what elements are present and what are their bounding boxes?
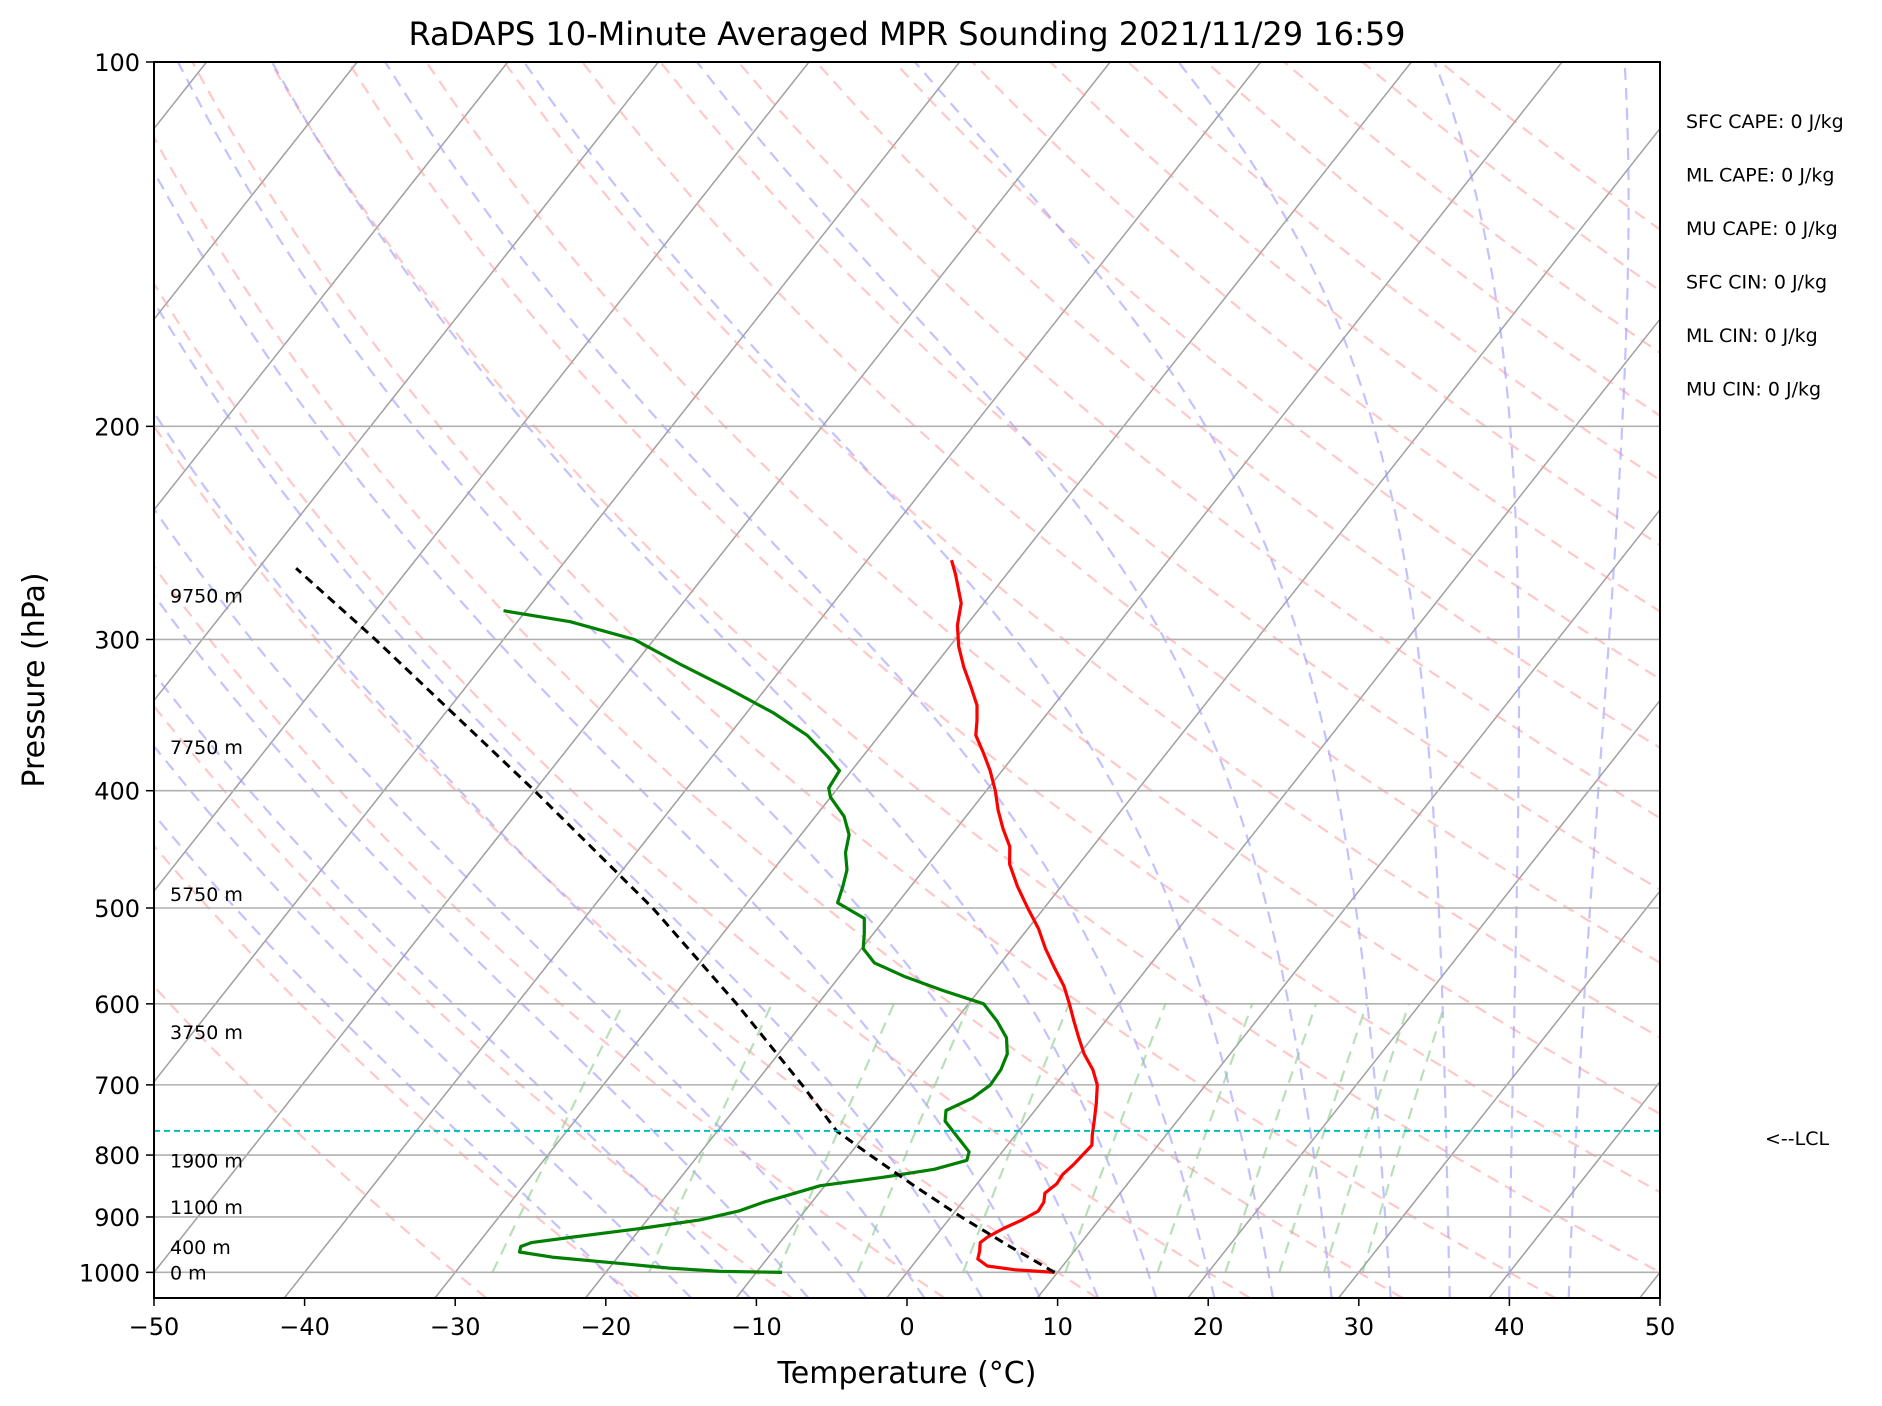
moist-adiabat-line [384, 62, 1216, 1298]
stability-index: MU CAPE: 0 J/kg [1686, 218, 1838, 240]
chart-title: RaDAPS 10-Minute Averaged MPR Sounding 2… [408, 15, 1405, 53]
x-tick-label: 50 [1645, 1313, 1676, 1341]
moist-adiabat-line [154, 169, 1042, 1298]
isotherm-line [1337, 889, 1660, 1298]
stability-index: ML CIN: 0 J/kg [1686, 325, 1818, 347]
x-tick-label: −50 [129, 1313, 180, 1341]
dry-adiabat-line [737, 62, 1660, 820]
x-tick-label: −20 [580, 1313, 631, 1341]
y-axis-title: Pressure (hPa) [17, 572, 52, 787]
y-tick-label: 700 [94, 1072, 140, 1100]
height-label: 1100 m [170, 1197, 243, 1219]
dry-adiabat-line [425, 62, 1660, 1116]
moist-adiabat-line [154, 299, 984, 1298]
isotherm-line [584, 62, 1563, 1298]
x-tick-label: −30 [430, 1313, 481, 1341]
parcel-path [295, 567, 1056, 1274]
x-tick-label: 40 [1494, 1313, 1525, 1341]
moist-adiabat-line [154, 410, 926, 1298]
x-tick-label: 20 [1193, 1313, 1224, 1341]
moist-adiabat-line [914, 62, 1392, 1298]
height-label: 1900 m [170, 1150, 243, 1172]
moist-adiabat-line [154, 744, 693, 1298]
dry-adiabat-line [893, 62, 1660, 681]
x-tick-label: 30 [1344, 1313, 1375, 1341]
stability-index: MU CIN: 0 J/kg [1686, 379, 1821, 401]
y-tick-label: 300 [94, 626, 140, 654]
dry-adiabat-line [154, 281, 1251, 1298]
height-label: 9750 m [170, 586, 243, 608]
isotherm-line [1187, 699, 1660, 1298]
x-tick-label: −10 [731, 1313, 782, 1341]
dry-adiabat-line [154, 564, 946, 1298]
y-tick-label: 200 [94, 413, 140, 441]
dry-adiabat-line [503, 62, 1660, 1039]
moist-adiabat-line [154, 812, 633, 1298]
y-tick-label: 100 [94, 49, 140, 77]
stability-index: SFC CAPE: 0 J/kg [1686, 111, 1844, 133]
isotherm-line [154, 62, 1111, 1274]
x-axis-title: Temperature (°C) [777, 1356, 1037, 1391]
x-tick-label: 10 [1042, 1313, 1073, 1341]
y-tick-label: 500 [94, 895, 140, 923]
x-tick-label: −40 [279, 1313, 330, 1341]
dry-adiabat-line [347, 62, 1660, 1194]
height-label: 5750 m [170, 884, 243, 906]
lcl-label: <--LCL [1765, 1128, 1829, 1150]
moist-adiabat-line [177, 62, 1100, 1298]
isotherm-line [434, 62, 1412, 1298]
isotherm-line [1036, 508, 1660, 1298]
dry-adiabat-line [154, 424, 1098, 1298]
isotherm-line [154, 62, 961, 1083]
dry-adiabat-line [191, 62, 1556, 1298]
moist-adiabat-line [154, 671, 751, 1298]
y-tick-label: 1000 [79, 1259, 140, 1287]
isotherm-line [154, 62, 358, 321]
isotherm-line [283, 62, 1262, 1298]
y-tick-label: 900 [94, 1204, 140, 1232]
moist-adiabat-line [1567, 62, 1630, 1298]
dry-adiabat-line [269, 62, 1660, 1274]
x-tick-label: 0 [899, 1313, 914, 1341]
dry-adiabat-line [154, 135, 1404, 1298]
moist-adiabat-line [271, 62, 1158, 1298]
moist-adiabat-line [1177, 62, 1451, 1298]
y-tick-label: 800 [94, 1142, 140, 1170]
temperature-profile [949, 559, 1099, 1274]
dry-adiabat-line [815, 62, 1660, 750]
moist-adiabat-line [696, 62, 1333, 1298]
isotherm-line [735, 127, 1660, 1298]
height-label: 0 m [170, 1262, 207, 1284]
isotherm-line [154, 62, 810, 893]
isotherm-line [1488, 1080, 1660, 1298]
dry-adiabat-line [154, 844, 640, 1298]
isotherm-line [154, 62, 659, 702]
stability-index: ML CAPE: 0 J/kg [1686, 165, 1834, 187]
y-tick-label: 400 [94, 778, 140, 806]
height-label: 400 m [170, 1237, 231, 1259]
height-label: 7750 m [170, 737, 243, 759]
y-tick-label: 600 [94, 991, 140, 1019]
isotherm-line [154, 62, 509, 512]
moist-adiabat-line [1433, 62, 1521, 1298]
moist-adiabat-line [154, 507, 868, 1298]
isotherm-line [886, 317, 1660, 1298]
dewpoint-profile [503, 609, 1009, 1274]
stability-index: SFC CIN: 0 J/kg [1686, 272, 1827, 294]
height-label: 3750 m [170, 1022, 243, 1044]
moist-adiabat-line [154, 593, 810, 1298]
